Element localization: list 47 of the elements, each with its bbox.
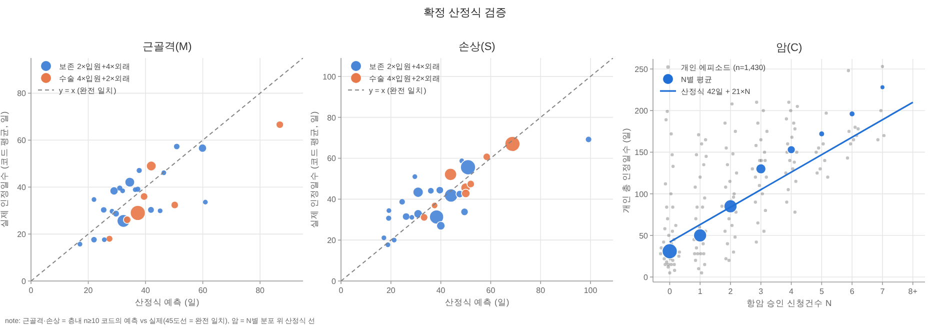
x-tick-label: 20 — [84, 286, 94, 295]
x-tick-label: 60 — [198, 286, 208, 295]
chart-title: 근골격(M) — [142, 41, 192, 53]
x-tick-label: 20 — [386, 286, 396, 295]
x-tick-label: 5 — [819, 287, 824, 296]
y-tick-label: 20 — [17, 230, 27, 240]
y-tick-label: 150 — [634, 148, 649, 158]
y-tick-label: 0 — [22, 277, 27, 286]
y-tick-label: 0 — [332, 277, 337, 286]
y-tick-label: 100 — [322, 72, 337, 82]
x-tick-label: 1 — [698, 287, 703, 296]
y-tick-label: 250 — [634, 64, 649, 74]
y-tick-label: 80 — [327, 113, 337, 122]
chart-title: 손상(S) — [458, 41, 496, 53]
x-tick-label: 100 — [584, 286, 598, 295]
x-tick-label: 4 — [789, 287, 794, 296]
y-axis-title: 개인 총 인정일수 (일) — [621, 128, 631, 213]
text: 확정 산정식 검증 — [423, 7, 507, 19]
x-tick-label: 6 — [850, 287, 855, 296]
y-axis-title: 실제 인정일수 (코드 평균, 일) — [309, 111, 319, 228]
x-tick-label: 80 — [536, 286, 546, 295]
y-tick-label: 60 — [17, 136, 27, 146]
chart-title: 암(C) — [776, 42, 802, 54]
x-tick-label: 0 — [667, 287, 672, 296]
y-tick-label: 60 — [327, 154, 337, 164]
y-tick-label: 200 — [634, 106, 649, 116]
x-axis-title: 항암 승인 신청건수 N — [746, 298, 832, 308]
y-tick-label: 80 — [17, 89, 27, 98]
y-tick-label: 0 — [644, 273, 649, 282]
y-tick-label: 40 — [17, 183, 27, 192]
x-tick-label: 7 — [880, 287, 886, 296]
y-tick-label: 40 — [327, 195, 337, 204]
x-tick-label: 0 — [338, 286, 344, 295]
x-axis-title: 산정식 예측 (일) — [134, 297, 200, 307]
x-tick-label: 8+ — [908, 287, 918, 296]
x-tick-label: 40 — [141, 286, 151, 295]
x-tick-label: 0 — [28, 286, 34, 295]
y-tick-label: 100 — [634, 190, 649, 199]
x-tick-label: 40 — [436, 286, 446, 295]
x-tick-label: 3 — [758, 287, 764, 296]
y-tick-label: 50 — [639, 231, 649, 240]
x-tick-label: 60 — [486, 286, 496, 295]
y-tick-label: 20 — [327, 236, 337, 246]
x-axis-title: 산정식 예측 (일) — [444, 297, 510, 307]
x-tick-label: 80 — [256, 286, 266, 295]
y-axis-title: 실제 인정일수 (코드 평균, 일) — [0, 111, 9, 228]
x-tick-label: 2 — [728, 287, 734, 296]
